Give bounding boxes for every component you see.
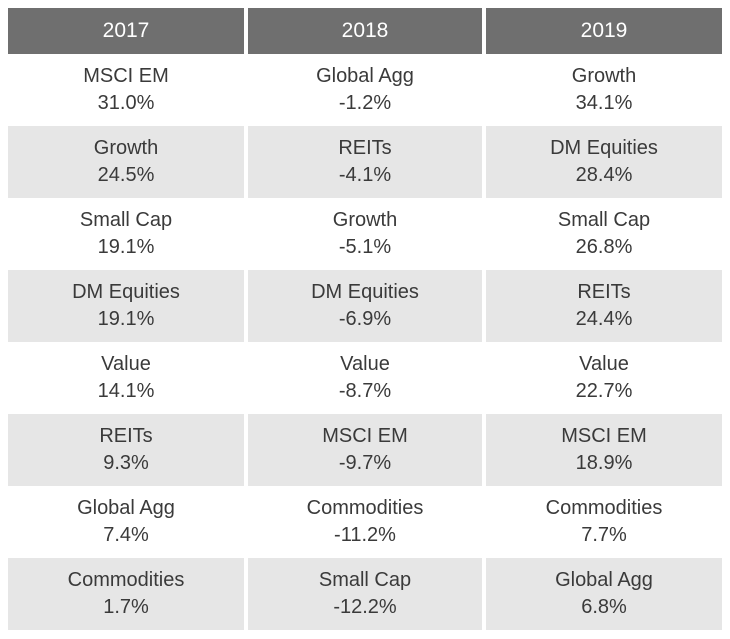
table-cell: Global Agg-1.2%: [246, 54, 484, 126]
table-row: Value14.1% Value-8.7% Value22.7%: [8, 342, 722, 414]
table-cell: REITs24.4%: [484, 270, 722, 342]
column-header-label: 2017: [103, 19, 150, 42]
table-cell: Commodities7.7%: [484, 486, 722, 558]
return-value: 34.1%: [487, 90, 721, 117]
asset-class-label: Growth: [249, 207, 481, 234]
return-value: -1.2%: [249, 90, 481, 117]
asset-class-label: Global Agg: [487, 567, 721, 594]
return-value: -4.1%: [249, 162, 481, 189]
table-cell: MSCI EM18.9%: [484, 414, 722, 486]
return-value: -6.9%: [249, 306, 481, 333]
return-value: -8.7%: [249, 378, 481, 405]
table-cell: REITs-4.1%: [246, 126, 484, 198]
table-row: MSCI EM31.0% Global Agg-1.2% Growth34.1%: [8, 54, 722, 126]
return-value: 9.3%: [9, 450, 243, 477]
return-value: 14.1%: [9, 378, 243, 405]
return-value: 24.5%: [9, 162, 243, 189]
table-cell: Value22.7%: [484, 342, 722, 414]
return-value: 19.1%: [9, 306, 243, 333]
table-cell: DM Equities-6.9%: [246, 270, 484, 342]
table-cell: MSCI EM-9.7%: [246, 414, 484, 486]
table-row: Commodities1.7% Small Cap-12.2% Global A…: [8, 558, 722, 630]
return-value: -5.1%: [249, 234, 481, 261]
table-cell: REITs9.3%: [8, 414, 246, 486]
table-cell: Global Agg7.4%: [8, 486, 246, 558]
asset-class-label: Global Agg: [9, 495, 243, 522]
table-cell: Commodities1.7%: [8, 558, 246, 630]
asset-class-label: DM Equities: [487, 135, 721, 162]
column-header: 2017: [8, 8, 246, 54]
return-value: -9.7%: [249, 450, 481, 477]
return-value: -12.2%: [249, 594, 481, 621]
asset-class-label: MSCI EM: [249, 423, 481, 450]
asset-class-label: MSCI EM: [9, 63, 243, 90]
table-body: MSCI EM31.0% Global Agg-1.2% Growth34.1%…: [8, 54, 722, 630]
asset-class-label: Value: [249, 351, 481, 378]
table-row: Global Agg7.4% Commodities-11.2% Commodi…: [8, 486, 722, 558]
return-value: 6.8%: [487, 594, 721, 621]
column-header: 2019: [484, 8, 722, 54]
return-value: 19.1%: [9, 234, 243, 261]
table-cell: Global Agg6.8%: [484, 558, 722, 630]
table-cell: Value-8.7%: [246, 342, 484, 414]
table-cell: Small Cap-12.2%: [246, 558, 484, 630]
return-value: 7.7%: [487, 522, 721, 549]
asset-class-label: REITs: [487, 279, 721, 306]
asset-class-label: Commodities: [487, 495, 721, 522]
column-header-label: 2018: [342, 19, 389, 42]
return-value: -11.2%: [249, 522, 481, 549]
table-cell: Growth24.5%: [8, 126, 246, 198]
asset-class-label: REITs: [9, 423, 243, 450]
asset-class-label: DM Equities: [249, 279, 481, 306]
return-value: 1.7%: [9, 594, 243, 621]
asset-class-label: Global Agg: [249, 63, 481, 90]
table-cell: MSCI EM31.0%: [8, 54, 246, 126]
return-value: 18.9%: [487, 450, 721, 477]
return-value: 31.0%: [9, 90, 243, 117]
table-cell: Growth-5.1%: [246, 198, 484, 270]
return-value: 24.4%: [487, 306, 721, 333]
table-cell: Value14.1%: [8, 342, 246, 414]
asset-class-label: REITs: [249, 135, 481, 162]
return-value: 28.4%: [487, 162, 721, 189]
table-cell: DM Equities28.4%: [484, 126, 722, 198]
table-row: Growth24.5% REITs-4.1% DM Equities28.4%: [8, 126, 722, 198]
table-cell: Commodities-11.2%: [246, 486, 484, 558]
return-value: 26.8%: [487, 234, 721, 261]
return-value: 22.7%: [487, 378, 721, 405]
asset-class-label: Value: [9, 351, 243, 378]
table-row: Small Cap19.1% Growth-5.1% Small Cap26.8…: [8, 198, 722, 270]
asset-class-label: Small Cap: [249, 567, 481, 594]
asset-class-label: MSCI EM: [487, 423, 721, 450]
asset-class-label: Commodities: [249, 495, 481, 522]
asset-class-label: Small Cap: [9, 207, 243, 234]
asset-class-label: Growth: [487, 63, 721, 90]
table-cell: Small Cap19.1%: [8, 198, 246, 270]
table-cell: Growth34.1%: [484, 54, 722, 126]
column-header: 2018: [246, 8, 484, 54]
return-value: 7.4%: [9, 522, 243, 549]
asset-class-label: Commodities: [9, 567, 243, 594]
table-row: REITs9.3% MSCI EM-9.7% MSCI EM18.9%: [8, 414, 722, 486]
column-header-label: 2019: [581, 19, 628, 42]
table-header-row: 2017 2018 2019: [8, 8, 722, 54]
asset-class-label: Value: [487, 351, 721, 378]
asset-class-label: Small Cap: [487, 207, 721, 234]
asset-class-returns-table: 2017 2018 2019 MSCI EM31.0% Global Agg-1…: [8, 8, 722, 630]
table-row: DM Equities19.1% DM Equities-6.9% REITs2…: [8, 270, 722, 342]
asset-class-label: Growth: [9, 135, 243, 162]
asset-class-label: DM Equities: [9, 279, 243, 306]
table-cell: DM Equities19.1%: [8, 270, 246, 342]
table-cell: Small Cap26.8%: [484, 198, 722, 270]
